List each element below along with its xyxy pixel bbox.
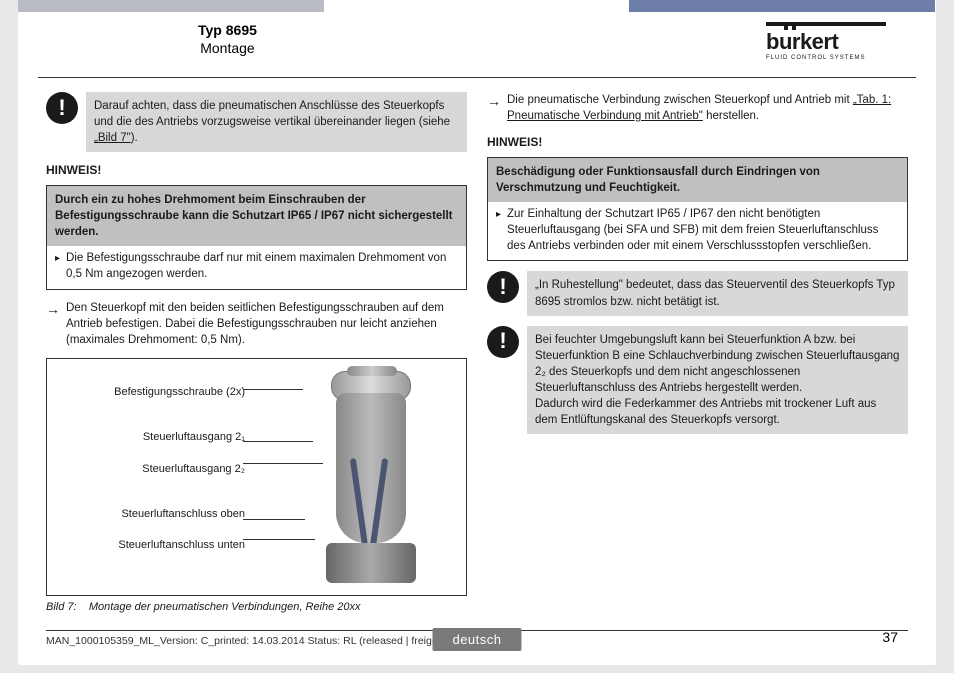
- exclamation-icon: !: [487, 326, 519, 358]
- arrow-icon: →: [46, 300, 60, 348]
- hinweis-block: Durch ein zu hohes Drehmoment beim Einsc…: [46, 185, 467, 289]
- page-number: 37: [882, 629, 898, 645]
- fig-caption-text: Montage der pneumatischen Verbindungen, …: [89, 601, 361, 613]
- right-column: → Die pneumatische Verbindung zwischen S…: [487, 92, 908, 617]
- language-tag: deutsch: [432, 628, 521, 651]
- arrow-icon: →: [487, 92, 501, 124]
- figure-labels: Befestigungsschraube (2x) Steuerluftausg…: [55, 367, 245, 570]
- header-title-block: Typ 8695 Montage: [198, 22, 257, 56]
- hinweis-block-2: Beschädigung oder Funktionsausfall durch…: [487, 157, 908, 261]
- arrow1-pre: Die pneumatische Verbindung zwischen Ste…: [507, 94, 853, 106]
- left-column: ! Darauf achten, dass die pneumatischen …: [46, 92, 467, 617]
- notice2-text: „In Ruhestellung" bedeutet, dass das Ste…: [527, 271, 908, 315]
- page: Typ 8695 Montage burkert FLUID CONTROL S…: [18, 0, 936, 665]
- triangle-bullet-icon: ▸: [55, 250, 60, 282]
- device-illustration: [276, 363, 446, 583]
- triangle-bullet-icon: ▸: [496, 206, 501, 254]
- step-mount-text: Den Steuerkopf mit den beiden seitlichen…: [66, 300, 467, 348]
- warning-bold: Durch ein zu hohes Drehmoment beim Einsc…: [47, 186, 466, 246]
- fig-label-2: Steuerluftausgang 2₁: [55, 430, 245, 445]
- figure-7: Befestigungsschraube (2x) Steuerluftausg…: [46, 358, 467, 596]
- step-pneumatic-link: → Die pneumatische Verbindung zwischen S…: [487, 92, 908, 124]
- step-pneumatic-text: Die pneumatische Verbindung zwischen Ste…: [507, 92, 908, 124]
- fig-label-3: Steuerluftausgang 2₂: [55, 462, 245, 477]
- fig-label-4: Steuerluftanschluss oben: [55, 507, 245, 522]
- notice-text-box: Darauf achten, dass die pneumatischen An…: [86, 92, 467, 152]
- notice1-text: Darauf achten, dass die pneumatischen An…: [94, 100, 450, 128]
- logo-text: burkert: [766, 29, 886, 55]
- warning-bullet-text-2: Zur Einhaltung der Schutzart IP65 / IP67…: [507, 206, 899, 254]
- hinweis-title: HINWEIS!: [46, 162, 467, 179]
- exclamation-icon: !: [487, 271, 519, 303]
- fig-label-1: Befestigungsschraube (2x): [55, 385, 245, 400]
- attention-notice-2: ! „In Ruhestellung" bedeutet, dass das S…: [487, 271, 908, 315]
- warning-bullet-text: Die Befestigungsschraube darf nur mit ei…: [66, 250, 458, 282]
- attention-notice-3: ! Bei feuchter Umgebungsluft kann bei St…: [487, 326, 908, 435]
- fig-caption-num: Bild 7:: [46, 601, 77, 613]
- notice1-end: ).: [131, 132, 138, 144]
- bild7-link[interactable]: „Bild 7": [94, 132, 131, 144]
- top-color-tabs: [18, 0, 936, 12]
- brand-logo: burkert FLUID CONTROL SYSTEMS: [766, 22, 886, 61]
- figure-caption: Bild 7: Montage der pneumatischen Verbin…: [46, 600, 467, 615]
- doc-section: Montage: [198, 40, 257, 56]
- exclamation-icon: !: [46, 92, 78, 124]
- fig-label-5: Steuerluftanschluss unten: [55, 538, 245, 553]
- attention-notice-1: ! Darauf achten, dass die pneumatischen …: [46, 92, 467, 152]
- footer-meta: MAN_1000105359_ML_Version: C_printed: 14…: [46, 635, 470, 647]
- arrow1-post: herstellen.: [703, 110, 759, 122]
- header: Typ 8695 Montage burkert FLUID CONTROL S…: [38, 18, 916, 78]
- doc-type: Typ 8695: [198, 22, 257, 38]
- warning-bullet-row-2: ▸ Zur Einhaltung der Schutzart IP65 / IP…: [488, 202, 907, 260]
- hinweis-title-2: HINWEIS!: [487, 134, 908, 151]
- logo-bar-icon: [766, 22, 886, 26]
- logo-subtitle: FLUID CONTROL SYSTEMS: [766, 55, 886, 61]
- notice3-text: Bei feuchter Umgebungsluft kann bei Steu…: [527, 326, 908, 435]
- warning-bullet-row: ▸ Die Befestigungsschraube darf nur mit …: [47, 246, 466, 288]
- warning-bold-2: Beschädigung oder Funktionsausfall durch…: [488, 158, 907, 202]
- content: ! Darauf achten, dass die pneumatischen …: [46, 92, 908, 617]
- step-mount: → Den Steuerkopf mit den beiden seitlich…: [46, 300, 467, 348]
